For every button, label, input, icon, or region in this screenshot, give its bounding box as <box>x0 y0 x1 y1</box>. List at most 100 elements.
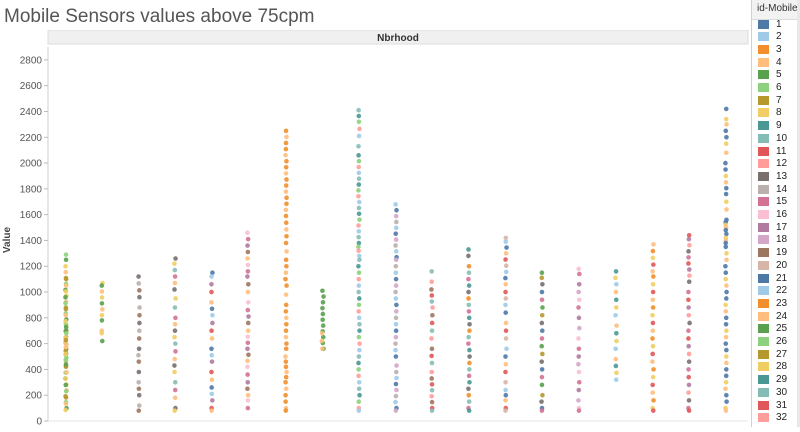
data-point <box>503 408 508 413</box>
data-point <box>686 359 692 364</box>
legend-item-7[interactable]: 7 <box>758 94 782 106</box>
data-point <box>576 369 582 375</box>
data-point <box>466 302 472 308</box>
data-point <box>467 360 472 366</box>
data-point <box>393 393 399 399</box>
data-point <box>136 274 141 279</box>
legend-item-29[interactable]: 29 <box>758 374 787 386</box>
data-point <box>503 380 508 385</box>
legend-item-4[interactable]: 4 <box>758 56 782 68</box>
legend-item-12[interactable]: 12 <box>758 158 787 170</box>
data-point <box>283 359 289 364</box>
data-point <box>540 351 545 357</box>
legend-item-26[interactable]: 26 <box>758 336 787 348</box>
data-point <box>356 302 362 308</box>
legend-item-23[interactable]: 23 <box>758 297 787 309</box>
data-point <box>613 269 619 274</box>
data-point <box>245 262 251 268</box>
data-point <box>723 302 728 308</box>
legend-swatch <box>758 337 769 346</box>
data-point <box>283 380 288 385</box>
data-point <box>576 387 582 393</box>
legend-item-16[interactable]: 16 <box>758 209 787 221</box>
data-point <box>723 270 729 275</box>
data-point <box>320 300 326 305</box>
data-point <box>723 309 729 314</box>
legend-item-21[interactable]: 21 <box>758 272 787 284</box>
legend-swatch <box>758 184 769 194</box>
data-point <box>723 321 729 327</box>
data-point <box>245 340 251 346</box>
data-point <box>210 312 215 318</box>
data-point <box>356 234 361 240</box>
data-point <box>99 312 105 318</box>
data-point <box>539 408 545 413</box>
legend-item-31[interactable]: 31 <box>758 399 787 411</box>
legend-swatch <box>758 311 769 321</box>
legend-item-5[interactable]: 5 <box>758 69 782 81</box>
legend-item-14[interactable]: 14 <box>758 183 787 195</box>
data-point <box>723 367 729 372</box>
legend-item-24[interactable]: 24 <box>758 310 787 322</box>
legend-item-3[interactable]: 3 <box>758 43 782 55</box>
data-point <box>356 188 361 193</box>
data-point <box>356 244 361 250</box>
data-point <box>724 207 729 212</box>
data-point <box>393 225 399 231</box>
data-point <box>284 369 289 375</box>
data-point <box>283 257 289 263</box>
legend-item-20[interactable]: 20 <box>758 259 787 271</box>
legend-label: 7 <box>776 94 782 106</box>
data-point <box>429 353 434 359</box>
data-point <box>651 398 656 403</box>
legend-item-17[interactable]: 17 <box>758 221 787 233</box>
data-point <box>136 352 141 358</box>
legend-item-22[interactable]: 22 <box>758 285 787 297</box>
legend-scrollbar[interactable] <box>797 0 800 427</box>
legend-item-30[interactable]: 30 <box>758 386 787 398</box>
legend-item-6[interactable]: 6 <box>758 82 782 94</box>
y-tick-label: 1200 <box>20 262 43 273</box>
legend-item-25[interactable]: 25 <box>758 323 787 335</box>
data-point <box>466 270 472 275</box>
legend-item-2[interactable]: 2 <box>758 31 782 43</box>
data-point <box>650 281 656 287</box>
legend-item-8[interactable]: 8 <box>758 107 782 119</box>
chart-title: Mobile Sensors values above 75cpm <box>4 6 315 27</box>
legend-item-15[interactable]: 15 <box>758 196 787 208</box>
data-point <box>63 312 68 318</box>
legend-item-10[interactable]: 10 <box>758 132 787 144</box>
legend-item-32[interactable]: 32 <box>758 412 787 424</box>
data-point <box>209 336 215 341</box>
data-point <box>613 356 619 362</box>
data-point <box>724 328 729 334</box>
legend-swatch <box>758 32 769 42</box>
legend-item-13[interactable]: 13 <box>758 170 787 182</box>
data-point <box>63 395 69 400</box>
data-point <box>210 398 215 403</box>
data-point <box>283 183 289 188</box>
legend-item-11[interactable]: 11 <box>758 145 786 157</box>
legend-item-1[interactable]: 1 <box>758 18 782 30</box>
data-point <box>429 269 434 274</box>
data-point <box>467 321 472 327</box>
legend-swatch <box>758 44 769 54</box>
data-point <box>245 274 250 279</box>
data-point <box>650 289 656 295</box>
data-point <box>209 391 215 397</box>
data-point <box>723 263 728 269</box>
data-point <box>356 107 361 113</box>
legend-panel[interactable]: id-Mobile 1 2 3 4 5 6 7 8 9 10 11 12 13 14 15 16 17 18 19 2… <box>751 0 800 427</box>
data-point <box>503 275 508 281</box>
data-point <box>283 386 289 392</box>
data-point <box>284 341 289 346</box>
data-point <box>394 302 399 308</box>
legend-item-28[interactable]: 28 <box>758 361 787 373</box>
legend-label: 26 <box>776 336 788 347</box>
legend-item-9[interactable]: 9 <box>758 120 782 132</box>
data-point <box>650 312 655 318</box>
legend-item-19[interactable]: 19 <box>758 247 787 259</box>
legend-item-18[interactable]: 18 <box>758 234 787 246</box>
legend-item-27[interactable]: 27 <box>758 348 787 360</box>
data-point <box>63 324 69 330</box>
